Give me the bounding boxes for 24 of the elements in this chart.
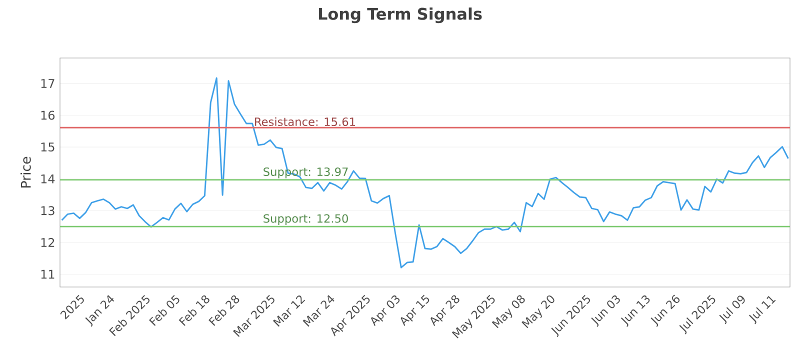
- x-tick-label: Apr 28: [430, 295, 460, 326]
- x-tick-label: Feb 05: [149, 295, 180, 326]
- y-tick-label: 16: [41, 110, 55, 120]
- x-tick-label: Apr 15: [400, 294, 430, 326]
- x-tick-label: Jun 13: [620, 295, 650, 327]
- y-tick-label: 11: [41, 270, 54, 279]
- ref-line-label: Resistance: 15.61: [255, 117, 356, 126]
- x-tick-label: Jan 24: [85, 295, 114, 327]
- chart-title: Long Term Signals: [318, 8, 482, 24]
- x-tick-label: Jun 03: [591, 295, 620, 327]
- y-axis-title: Price: [20, 156, 31, 188]
- ref-line-label: Support: 12.50: [264, 214, 348, 225]
- y-tick-label: 14: [41, 174, 55, 184]
- x-tick-label: Jun 26: [650, 294, 680, 327]
- x-tick-label: Jul 11: [748, 296, 776, 324]
- y-tick-label: 17: [41, 79, 54, 88]
- x-tick-label: Apr 03: [371, 295, 400, 326]
- x-tick-label: Jul 09: [719, 296, 745, 324]
- y-tick-label: 15: [41, 142, 54, 152]
- x-tick-label: Feb 28: [208, 295, 240, 326]
- line-series: [61, 77, 789, 268]
- y-tick-label: 12: [41, 238, 54, 247]
- x-tick-label: Feb 18: [178, 295, 210, 326]
- y-tick-label: 13: [41, 206, 54, 216]
